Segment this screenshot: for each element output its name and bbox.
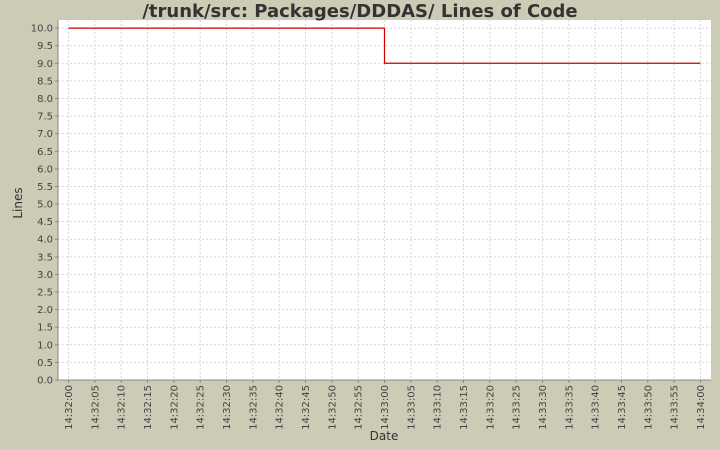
x-tick-label: 14:33:20 bbox=[485, 385, 496, 430]
x-tick-label: 14:33:00 bbox=[380, 385, 391, 430]
y-tick-label: 2.0 bbox=[37, 305, 53, 316]
y-tick-label: 9.5 bbox=[37, 41, 53, 52]
y-tick-label: 5.5 bbox=[37, 182, 53, 193]
x-tick-label: 14:33:35 bbox=[564, 385, 575, 430]
y-tick-label: 10.0 bbox=[31, 24, 53, 35]
x-tick-label: 14:32:05 bbox=[90, 385, 101, 430]
y-tick-label: 5.0 bbox=[37, 200, 53, 211]
y-tick-label: 9.0 bbox=[37, 59, 53, 70]
x-tick-label: 14:33:30 bbox=[538, 385, 549, 430]
y-tick-label: 3.5 bbox=[37, 252, 53, 263]
y-tick-label: 7.5 bbox=[37, 112, 53, 123]
chart-title: /trunk/src: Packages/DDDAS/ Lines of Cod… bbox=[142, 1, 577, 22]
x-tick-label: 14:32:25 bbox=[196, 385, 207, 430]
x-tick-label: 14:34:00 bbox=[696, 385, 707, 430]
y-tick-label: 3.0 bbox=[37, 270, 53, 281]
x-tick-label: 14:32:50 bbox=[327, 385, 338, 430]
y-tick-label: 0.0 bbox=[37, 376, 53, 387]
x-tick-label: 14:33:55 bbox=[670, 385, 681, 430]
y-tick-label: 4.0 bbox=[37, 235, 53, 246]
y-tick-label: 1.5 bbox=[37, 323, 53, 334]
x-tick-label: 14:33:45 bbox=[617, 385, 628, 430]
x-tick-label: 14:32:15 bbox=[143, 385, 154, 430]
x-tick-label: 14:33:50 bbox=[643, 385, 654, 430]
x-tick-label: 14:33:10 bbox=[433, 385, 444, 430]
x-tick-label: 14:32:40 bbox=[275, 385, 286, 430]
x-tick-label: 14:32:55 bbox=[354, 385, 365, 430]
series-line bbox=[68, 27, 701, 64]
y-tick-label: 0.5 bbox=[37, 358, 53, 369]
x-tick-label: 14:32:35 bbox=[248, 385, 259, 430]
x-tick-label: 14:32:30 bbox=[222, 385, 233, 430]
x-tick-label: 14:33:40 bbox=[591, 385, 602, 430]
y-tick-label: 1.0 bbox=[37, 340, 53, 351]
x-tick-label: 14:32:20 bbox=[169, 385, 180, 430]
x-axis-label: Date bbox=[370, 429, 399, 443]
x-tick-label: 14:32:00 bbox=[64, 385, 75, 430]
y-axis-label: Lines bbox=[11, 187, 25, 218]
y-tick-label: 6.5 bbox=[37, 147, 53, 158]
x-tick-label: 14:33:05 bbox=[406, 385, 417, 430]
y-tick-label: 7.0 bbox=[37, 129, 53, 140]
y-tick-label: 8.5 bbox=[37, 76, 53, 87]
y-tick-label: 4.5 bbox=[37, 217, 53, 228]
x-tick-label: 14:32:10 bbox=[117, 385, 128, 430]
y-tick-label: 8.0 bbox=[37, 94, 53, 105]
x-tick-label: 14:33:15 bbox=[459, 385, 470, 430]
x-tick-label: 14:32:45 bbox=[301, 385, 312, 430]
x-tick-label: 14:33:25 bbox=[512, 385, 523, 430]
y-tick-label: 6.0 bbox=[37, 164, 53, 175]
y-tick-label: 2.5 bbox=[37, 288, 53, 299]
